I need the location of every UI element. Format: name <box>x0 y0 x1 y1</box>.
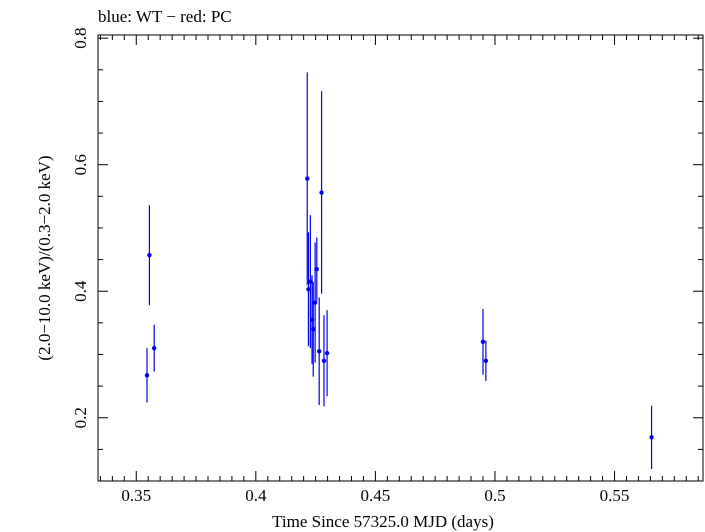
plot-frame <box>97 34 704 482</box>
x-tick-label: 0.55 <box>600 486 630 505</box>
data-point <box>319 190 324 195</box>
data-point <box>649 435 654 440</box>
y-axis-label: (2.0−10.0 keV)/(0.3−2.0 keV) <box>35 155 54 360</box>
y-tick-label: 0.2 <box>71 407 90 428</box>
data-point <box>324 351 330 356</box>
y-tick-label: 0.8 <box>71 28 90 49</box>
data-point <box>483 358 489 364</box>
data-point <box>147 252 152 258</box>
x-axis-label: Time Since 57325.0 MJD (days) <box>272 512 494 531</box>
y-tick-label: 0.4 <box>71 280 90 302</box>
data-point <box>144 373 150 378</box>
data-point <box>316 349 322 354</box>
data-point <box>480 339 486 345</box>
x-tick-label: 0.35 <box>121 486 151 505</box>
y-tick-label: 0.6 <box>71 154 90 175</box>
axis-ticks: 0.35 0.4 0.45 0.5 0.55 0.2 0.4 0.6 0.8 <box>71 28 703 505</box>
chart-title: blue: WT − red: PC <box>98 7 232 26</box>
data-point <box>305 176 310 181</box>
data-point <box>311 326 316 332</box>
data-point <box>306 287 311 292</box>
data-point <box>314 266 320 272</box>
data-point <box>312 300 318 305</box>
data-point <box>321 358 327 364</box>
data-point <box>151 345 157 351</box>
x-tick-label: 0.5 <box>484 486 505 505</box>
data-points <box>144 72 654 469</box>
x-tick-label: 0.4 <box>245 486 267 505</box>
x-tick-label: 0.45 <box>361 486 391 505</box>
